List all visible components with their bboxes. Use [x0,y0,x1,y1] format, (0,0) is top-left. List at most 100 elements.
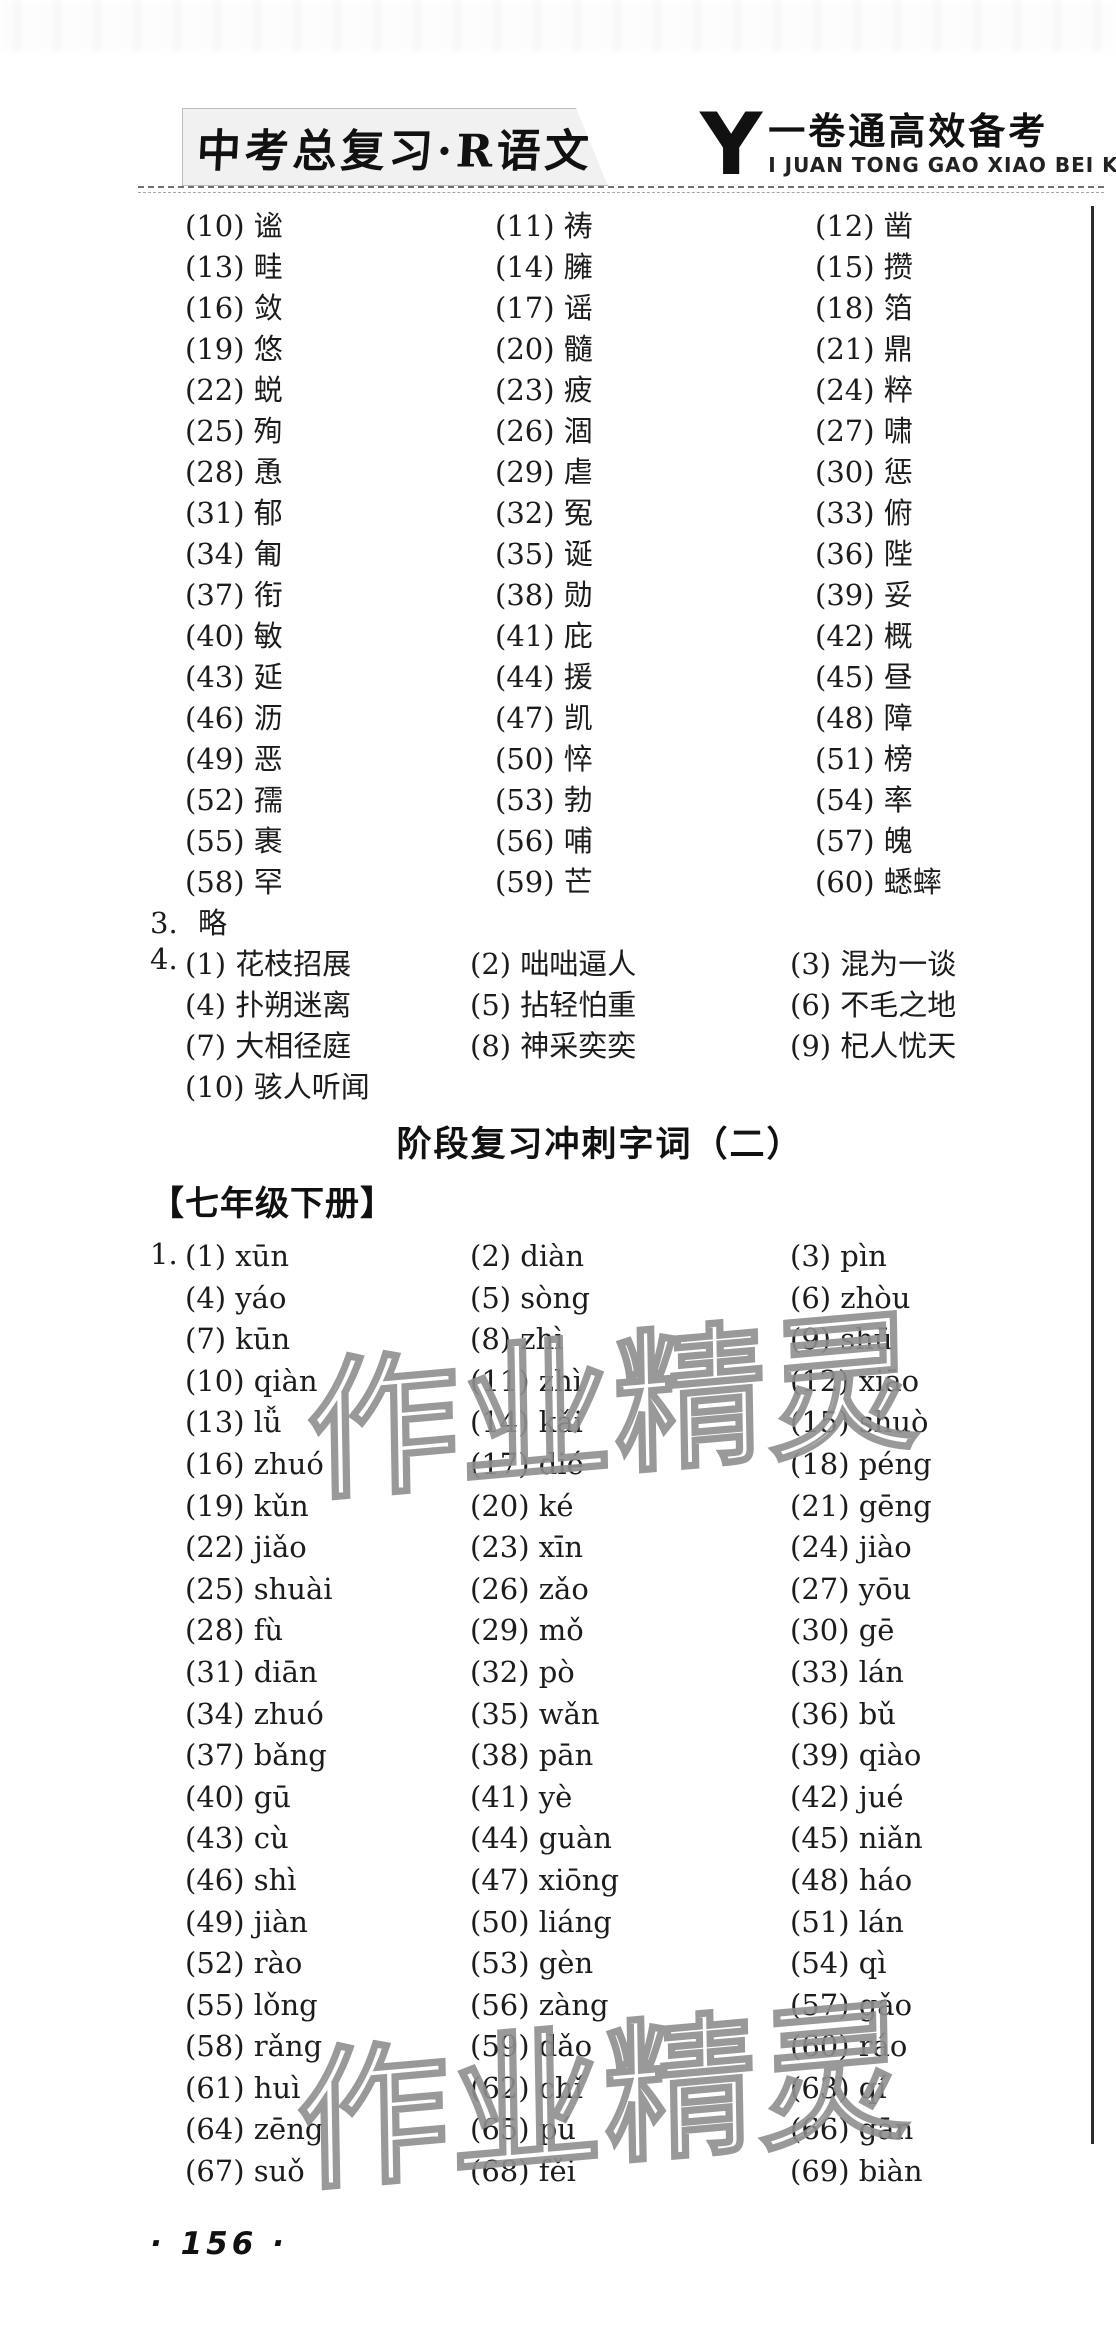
answer-cell: (40) 敏 [185,619,283,653]
answer-cell: (39) 妥 [815,578,913,612]
answer-cell: (5) sòng [470,1280,590,1315]
item-text: 略 [198,906,228,940]
answer-cell: (48) háo [790,1862,913,1897]
answers-content: (10) 谧 (11) 祷 (12) 凿 (13) 畦 (14) 臃 (15) … [150,206,1050,2193]
answer-cell: (10) 谧 [185,209,283,243]
answer-cell: (46) shì [185,1862,297,1897]
answer-cell: (49) jiàn [185,1904,308,1939]
answer-cell: (2) 咄咄逼人 [470,947,637,981]
answer-cell: (54) 率 [815,783,913,817]
answer-row: (43) cù (44) guàn (45) niǎn [150,1818,1050,1860]
series-title: 中考总复习·R语文 [195,125,595,178]
answer-cell: (41) yè [470,1779,573,1814]
answer-cell: (15) 攒 [815,250,913,284]
answer-row: (49) jiàn (50) liáng (51) lán [150,1902,1050,1944]
answer-row: (13) 畦 (14) 臃 (15) 攒 [150,247,1050,288]
answer-cell: (8) 神采奕奕 [470,1029,637,1063]
answer-cell: (22) 蜕 [185,373,283,407]
answer-cell: (10) 骇人听闻 [185,1070,370,1104]
answer-cell: (44) 援 [495,660,593,694]
answer-cell: (19) kǔn [185,1488,309,1523]
answer-cell: (25) shuài [185,1571,333,1606]
answer-row: (4) 扑朔迷离 (5) 拈轻怕重 (6) 不毛之地 [150,985,1050,1026]
answer-row: (19) kǔn (20) ké (21) gēng [150,1486,1050,1528]
answer-cell: (20) ké [470,1488,574,1523]
answer-row: (58) rǎng (59) dǎo (60) ráo [150,2026,1050,2068]
answer-cell: (31) 郁 [185,496,283,530]
answer-row: (31) diān (32) pò (33) lán [150,1652,1050,1694]
answer-item-3: 3. 略 [150,903,1050,944]
answer-cell: (66) gān [790,2112,914,2147]
answer-row: (58) 罕 (59) 芒 (60) 蟋蟀 [150,862,1050,903]
answer-cell: (47) 凯 [495,701,593,735]
page-edge-rule [1091,206,1094,2144]
answer-row: (25) shuài (26) zǎo (27) yōu [150,1569,1050,1611]
answer-cell: (57) 魄 [815,824,913,858]
answer-cell: (52) rào [185,1946,303,1981]
answer-cell: (28) fù [185,1613,284,1648]
answer-cell: (4) 扑朔迷离 [185,988,352,1022]
answer-cell: (50) liáng [470,1904,612,1939]
answer-row: (34) zhuó (35) wǎn (36) bǔ [150,1694,1050,1736]
answer-row: (10) 谧 (11) 祷 (12) 凿 [150,206,1050,247]
answer-cell: (24) jiào [790,1530,912,1565]
answer-cell: (56) 哺 [495,824,593,858]
phrase-answer-grid: (1) 花枝招展 (2) 咄咄逼人 (3) 混为一谈 (4) 扑朔迷离 (5) … [150,944,1050,1108]
answer-cell: (59) 芒 [495,865,593,899]
answer-cell: (67) suǒ [185,2154,305,2189]
answer-row: (10) qiàn (11) zhì (12) xiāo [150,1361,1050,1403]
answer-cell: (62) chǐ [470,2070,583,2105]
answer-cell: (55) 裹 [185,824,283,858]
answer-cell: (17) dié [470,1446,584,1481]
answer-cell: (51) lán [790,1904,904,1939]
answer-cell: (11) 祷 [495,209,593,243]
answer-cell: (17) 谣 [495,291,593,325]
page-number: · 156 · [150,2226,288,2262]
subsection-title: 【七年级下册】 [150,1184,395,1224]
answer-cell: (23) xīn [470,1530,584,1565]
answer-cell: (14) 臃 [495,250,593,284]
answer-cell: (13) 畦 [185,250,283,284]
answer-row: (37) bǎng (38) pān (39) qiào [150,1735,1050,1777]
answer-cell: (55) lǒng [185,1987,318,2022]
answer-cell: (30) gē [790,1613,895,1648]
answer-cell: (56) zàng [470,1987,609,2022]
answer-cell: (38) 勋 [495,578,593,612]
answer-row: (1) 花枝招展 (2) 咄咄逼人 (3) 混为一谈 [150,944,1050,985]
answer-cell: (34) zhuó [185,1696,324,1731]
answer-row: (7) kūn (8) zhì (9) shū [150,1319,1050,1361]
header-brand-logo: Y 一卷通高效备考 I JUAN TONG GAO XIAO BEI KAO [700,102,1116,190]
answer-row: (40) gū (41) yè (42) jué [150,1777,1050,1819]
answer-cell: (6) zhòu [790,1280,911,1315]
item-4-marker: 4. [150,942,178,976]
answer-cell: (31) diān [185,1654,318,1689]
answer-row: (34) 匍 (35) 诞 (36) 陛 [150,534,1050,575]
answer-cell: (1) xūn [185,1239,290,1273]
answer-row: (4) yáo (5) sòng (6) zhòu [150,1278,1050,1320]
answer-cell: (58) rǎng [185,2029,323,2064]
answer-cell: (42) jué [790,1779,904,1814]
item-1-marker: 1. [150,1237,178,1271]
answer-row: (55) 裹 (56) 哺 (57) 魄 [150,821,1050,862]
answer-cell: (12) 凿 [815,209,913,243]
answer-cell: (26) zǎo [470,1571,589,1606]
answer-cell: (49) 恶 [185,742,283,776]
answer-cell: (36) 陛 [815,537,913,571]
answer-cell: (29) mǒ [470,1613,584,1648]
answer-cell: (33) lán [790,1654,904,1689]
answer-cell: (3) 混为一谈 [790,947,957,981]
answer-row: (10) 骇人听闻 [150,1067,1050,1108]
answer-cell: (20) 髓 [495,332,593,366]
answer-cell: (18) 箔 [815,291,913,325]
answer-cell: (5) 拈轻怕重 [470,988,637,1022]
answer-cell: (63) qí [790,2070,887,2105]
answer-cell: (58) 罕 [185,865,283,899]
answer-cell: (35) 诞 [495,537,593,571]
answer-cell: (53) 勃 [495,783,593,817]
answer-cell: (36) bǔ [790,1696,896,1731]
answer-cell: (60) 蟋蟀 [815,865,942,899]
answer-cell: (51) 榜 [815,742,913,776]
answer-cell: (43) cù [185,1821,289,1856]
answer-row: (1) xūn (2) diàn (3) pìn [150,1236,1050,1278]
